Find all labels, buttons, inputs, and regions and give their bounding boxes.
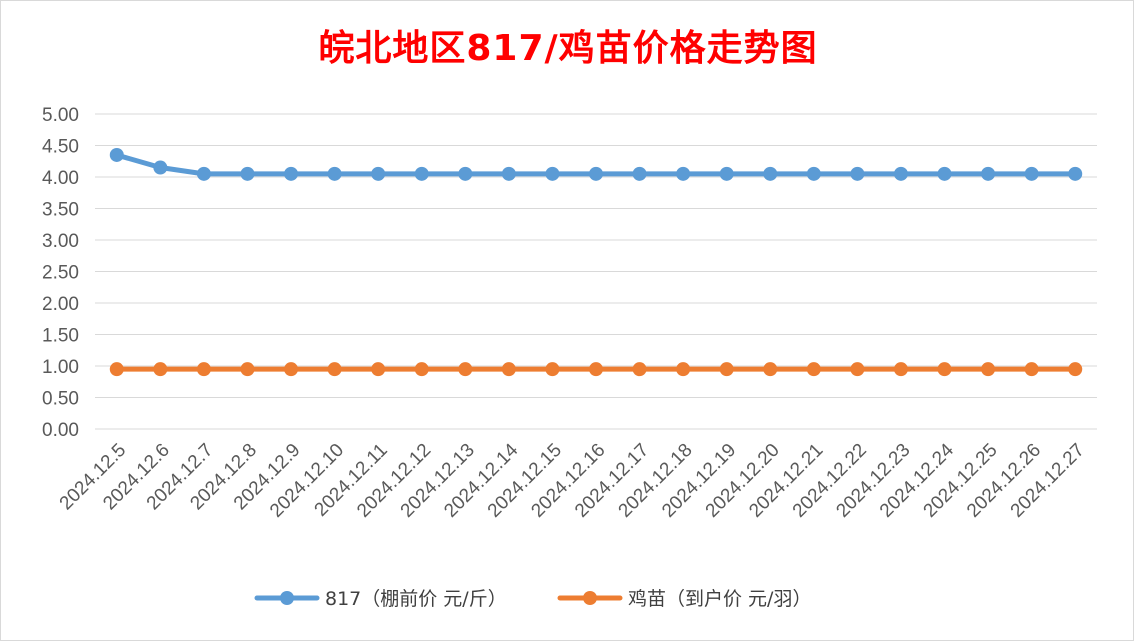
- data-point: [284, 362, 299, 377]
- data-point: [109, 362, 124, 377]
- series-lines: [109, 147, 1083, 377]
- data-point: [1068, 166, 1083, 181]
- legend-item: 鸡苗（到户价 元/羽）: [557, 588, 811, 610]
- y-tick-label: 2.50: [42, 263, 79, 284]
- data-point: [240, 362, 255, 377]
- y-tick-label: 5.00: [42, 105, 79, 126]
- data-point: [806, 166, 821, 181]
- data-point: [109, 147, 124, 162]
- data-point: [414, 362, 429, 377]
- y-tick-label: 3.00: [42, 231, 79, 252]
- y-tick-label: 1.50: [42, 326, 79, 347]
- data-point: [589, 362, 603, 377]
- data-point: [458, 362, 473, 377]
- y-axis-tick-labels: 0.00 0.50 1.00 1.50 2.00 2.50 3.00 3.50 4.00 4.50…: [42, 105, 79, 441]
- data-point: [284, 166, 299, 181]
- data-point: [327, 166, 342, 181]
- gridlines: [95, 113, 1097, 430]
- y-tick-label: 1.00: [42, 357, 79, 378]
- data-point: [240, 166, 255, 181]
- legend-label: 鸡苗（到户价 元/羽）: [628, 588, 811, 610]
- data-point: [763, 362, 778, 377]
- data-point: [632, 166, 647, 181]
- data-point: [1068, 362, 1083, 377]
- y-tick-label: 2.00: [42, 294, 79, 315]
- data-point: [153, 362, 168, 377]
- data-point: [850, 362, 865, 377]
- y-tick-label: 0.00: [42, 420, 79, 441]
- data-point: [414, 166, 429, 181]
- legend-item: 817（棚前价 元/斤）: [254, 588, 507, 610]
- data-point: [806, 362, 821, 377]
- data-point: [501, 166, 516, 181]
- data-point: [893, 362, 908, 377]
- data-point: [501, 362, 516, 377]
- data-point: [196, 362, 211, 377]
- legend-swatch-marker: [583, 591, 597, 605]
- data-point: [632, 362, 647, 377]
- data-point: [589, 166, 603, 181]
- y-tick-label: 0.50: [42, 389, 79, 410]
- data-point: [1024, 362, 1039, 377]
- y-tick-label: 4.50: [42, 137, 79, 158]
- data-point: [719, 166, 734, 181]
- data-point: [981, 362, 996, 377]
- data-point: [458, 166, 473, 181]
- legend: 817（棚前价 元/斤） 鸡苗（到户价 元/羽）: [254, 588, 811, 610]
- data-point: [196, 166, 211, 181]
- data-point: [371, 166, 386, 181]
- legend-label: 817（棚前价 元/斤）: [325, 588, 507, 610]
- data-point: [153, 160, 168, 175]
- series-1: [109, 147, 1083, 181]
- data-point: [545, 166, 560, 181]
- data-point: [676, 166, 691, 181]
- data-point: [763, 166, 778, 181]
- series-2: [109, 362, 1083, 377]
- data-point: [327, 362, 342, 377]
- data-point: [937, 362, 952, 377]
- x-axis-tick-labels: 2024.12.52024.12.62024.12.72024.12.82024…: [56, 439, 1089, 521]
- data-point: [371, 362, 386, 377]
- chart-title: 皖北地区817/鸡苗价格走势图: [318, 28, 818, 69]
- data-point: [850, 166, 865, 181]
- y-tick-label: 4.00: [42, 168, 79, 189]
- data-point: [545, 362, 560, 377]
- data-point: [893, 166, 908, 181]
- legend-swatch-marker: [280, 591, 294, 605]
- data-point: [937, 166, 952, 181]
- data-point: [676, 362, 691, 377]
- data-point: [1024, 166, 1039, 181]
- y-tick-label: 3.50: [42, 200, 79, 221]
- data-point: [719, 362, 734, 377]
- data-point: [981, 166, 996, 181]
